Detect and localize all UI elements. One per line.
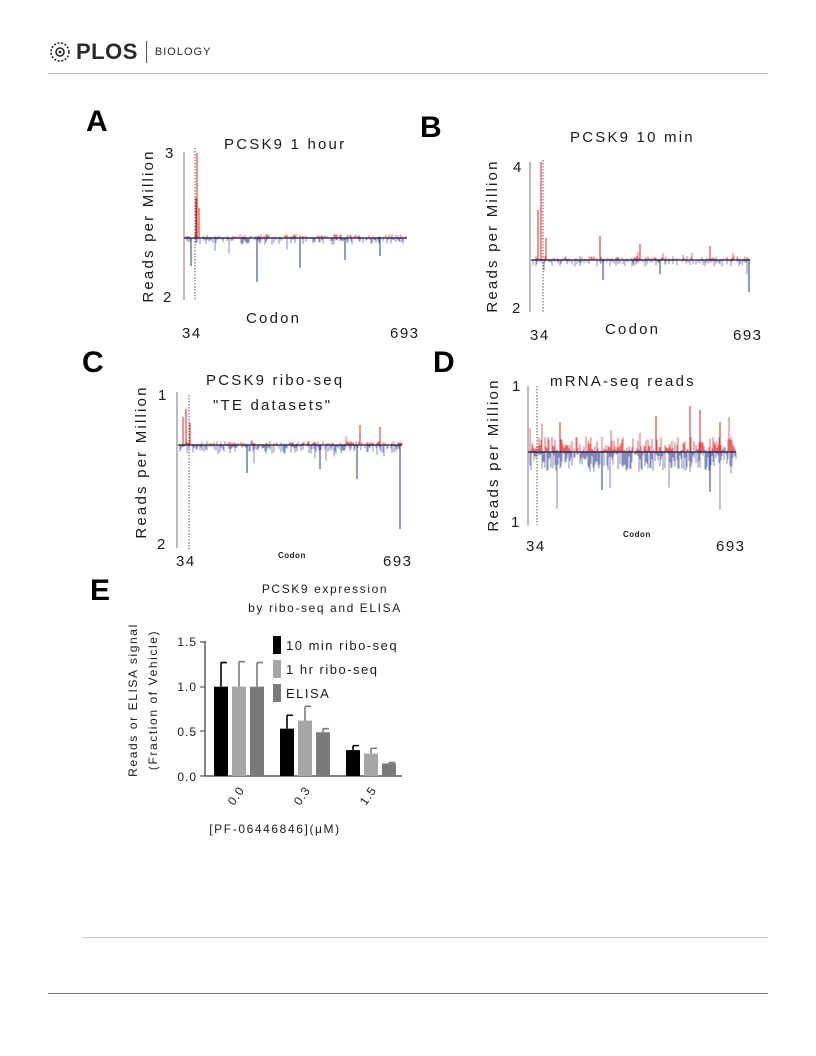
panel-e-ytick-0.5: 0.5	[177, 725, 197, 739]
plos-logo-icon	[50, 42, 70, 62]
error-bar	[352, 744, 359, 751]
panel-label-a: A	[86, 105, 108, 138]
panel-a-ytop: 3	[165, 145, 175, 162]
panel-a-xlabel: Codon	[246, 310, 301, 327]
upper-trace	[534, 251, 751, 260]
panel-b-ybottom: 2	[512, 300, 522, 317]
panel-b-xlabel: Codon	[605, 321, 660, 338]
footer-rule	[82, 937, 768, 938]
legend-swatch	[273, 636, 281, 654]
panel-d-ybottom: 1	[511, 514, 521, 531]
legend-swatch	[273, 660, 281, 678]
lower-trace	[179, 445, 403, 464]
journal-name: BIOLOGY	[154, 46, 212, 58]
panel-a: A PCSK9 1 hour Reads per Million 3 2 Cod…	[86, 105, 420, 342]
bar-elisa-0.3	[316, 732, 330, 776]
error-bar	[370, 747, 377, 754]
bar-10-min-ribo-seq-1.5	[346, 750, 360, 776]
panel-c-ylabel: Reads per Million	[133, 385, 150, 538]
upper-trace	[179, 436, 403, 445]
panel-d-trace	[528, 406, 737, 510]
panel-e-title-line1: PCSK9 expression	[262, 582, 388, 596]
error-bar	[322, 727, 329, 733]
panel-label-d: D	[433, 346, 455, 379]
panel-d-title: mRNA-seq reads	[550, 373, 696, 390]
panel-c-title: PCSK9 ribo-seq	[206, 372, 344, 389]
panel-a-trace	[184, 153, 408, 282]
panel-c-subtitle: "TE datasets"	[213, 397, 332, 414]
error-bar	[304, 705, 311, 721]
plos-logo-text: PLOS	[76, 39, 138, 64]
page-bottom-rule	[48, 993, 768, 994]
panel-e-title-line2: by ribo-seq and ELISA	[248, 601, 402, 615]
panel-d-xend: 693	[716, 538, 746, 555]
panel-c-xend: 693	[383, 553, 413, 570]
legend-label: 1 hr ribo-seq	[286, 662, 378, 677]
category-label: 0.3	[291, 784, 314, 808]
category-label: 1.5	[357, 784, 380, 808]
panel-d-ytop: 1	[512, 378, 522, 395]
bar-elisa-1.5	[382, 763, 396, 776]
bar-10-min-ribo-seq-0.0	[214, 686, 228, 776]
panel-a-ylabel: Reads per Million	[140, 149, 157, 302]
legend-label: 10 min ribo-seq	[286, 638, 398, 653]
panel-e-ylabel-line1: Reads or ELISA signal	[126, 623, 140, 777]
legend-swatch	[273, 684, 281, 702]
panel-label-e: E	[90, 574, 110, 607]
logo-separator	[145, 41, 147, 63]
panel-c-xlabel: Codon	[278, 551, 306, 560]
panel-label-c: C	[82, 346, 104, 379]
panel-e-ytick-1.0: 1.0	[177, 680, 197, 694]
panel-d-ylabel: Reads per Million	[485, 378, 502, 531]
panel-c-ytop: 1	[158, 387, 168, 404]
panel-label-b: B	[420, 111, 442, 144]
journal-header: PLOS BIOLOGY	[48, 36, 211, 68]
panel-c-trace	[178, 409, 403, 529]
panel-a-title: PCSK9 1 hour	[224, 136, 346, 153]
lower-trace	[532, 260, 751, 275]
bar-1-hr-ribo-seq-0.0	[232, 686, 246, 776]
panel-b-ylabel: Reads per Million	[484, 159, 501, 312]
panel-d: D mRNA-seq reads Reads per Million 1 1 C…	[433, 346, 746, 555]
legend-label: ELISA	[286, 686, 330, 701]
panel-b-xend: 693	[733, 327, 763, 344]
panel-d-xstart: 34	[526, 538, 546, 555]
panel-e-ytick-1.5: 1.5	[177, 635, 197, 649]
header-rule	[48, 73, 768, 74]
bar-1-hr-ribo-seq-1.5	[364, 753, 378, 776]
panel-b-ytop: 4	[513, 159, 523, 176]
panel-a-xend: 693	[390, 325, 420, 342]
panel-c: C PCSK9 ribo-seq "TE datasets" Reads per…	[82, 346, 413, 570]
lower-trace	[185, 238, 407, 254]
panel-e-ytick-0.0: 0.0	[177, 770, 197, 784]
bar-elisa-0.0	[250, 686, 264, 776]
panel-b-xstart: 34	[530, 327, 550, 344]
category-label: 0.0	[225, 784, 248, 808]
panel-c-ybottom: 2	[157, 536, 167, 553]
panel-e-bars	[214, 660, 396, 776]
bar-10-min-ribo-seq-0.3	[280, 728, 294, 776]
panel-b-title: PCSK9 10 min	[570, 129, 695, 146]
panel-e-xlabel: [PF-06446846](μM)	[209, 822, 341, 836]
panel-e-ylabel-line2: (Fraction of Vehicle)	[146, 630, 160, 770]
panel-a-ybottom: 2	[163, 289, 173, 306]
error-bar	[388, 761, 395, 764]
error-bar	[220, 661, 227, 687]
panel-e-legend: 10 min ribo-seq 1 hr ribo-seq ELISA	[273, 636, 398, 702]
panel-b-trace	[531, 162, 751, 292]
panel-b: B PCSK9 10 min Reads per Million 4 2 Cod…	[420, 111, 763, 344]
error-bar	[256, 661, 263, 687]
panel-e-categories: 0.0 0.3 1.5	[225, 784, 380, 808]
upper-trace	[529, 417, 737, 452]
panel-d-xlabel: Codon	[623, 530, 651, 539]
error-bar	[286, 714, 293, 729]
error-bar	[238, 660, 245, 687]
panel-a-xstart: 34	[182, 325, 202, 342]
panel-c-xstart: 34	[176, 553, 196, 570]
lower-trace	[529, 452, 737, 510]
bar-1-hr-ribo-seq-0.3	[298, 720, 312, 776]
panel-e: E PCSK9 expression by ribo-seq and ELISA…	[90, 574, 402, 836]
